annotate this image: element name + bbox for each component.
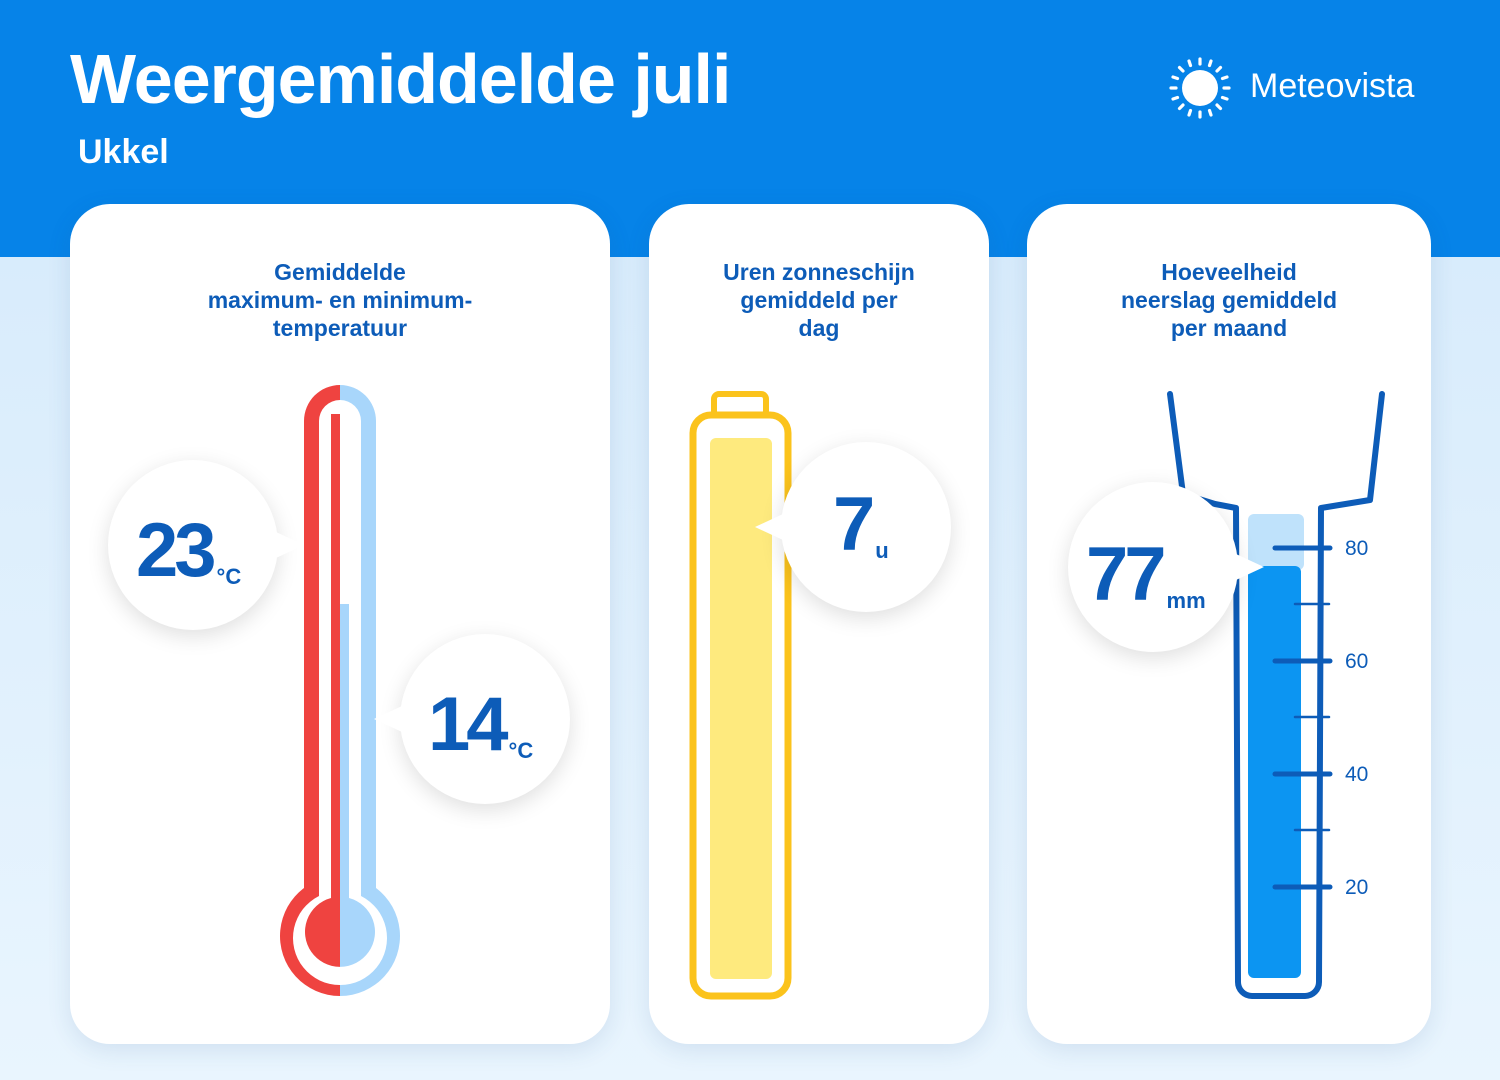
sunshine-card-title: Uren zonneschijn gemiddeld per dag: [723, 259, 915, 341]
precipitation-pointer: [1236, 554, 1264, 580]
brand-logo: Meteovista: [1168, 56, 1438, 120]
sunshine-pointer: [755, 514, 783, 540]
sunshine-unit: u: [875, 538, 889, 564]
temperature-card-title: Gemiddelde maximum- en minimum- temperat…: [207, 259, 473, 341]
sunshine-value: 7: [833, 482, 875, 567]
temperature-card: Gemiddelde maximum- en minimum- temperat…: [70, 204, 610, 1044]
min-temperature-bubble: 14 °C: [374, 634, 570, 804]
rain-gauge-icon: [1167, 391, 1385, 999]
precipitation-card-title: Hoeveelheid neerslag gemiddeld per maand: [1120, 259, 1337, 341]
scale-label-20: 20: [1345, 876, 1369, 899]
max-temperature-unit: °C: [216, 564, 242, 590]
min-temperature-unit: °C: [508, 738, 534, 764]
brand-name: Meteovista: [1250, 67, 1415, 105]
sunshine-level-fill: [710, 438, 772, 979]
max-temperature-value: 23: [136, 508, 217, 593]
max-temperature-bubble: 23 °C: [108, 460, 304, 630]
scale-label-40: 40: [1345, 763, 1369, 786]
scale-label-60: 60: [1345, 650, 1369, 673]
min-temperature-pointer: [374, 706, 402, 732]
sunshine-card: Uren zonneschijn gemiddeld per dag 7 u: [649, 204, 989, 1044]
precipitation-value: 77: [1086, 532, 1167, 617]
sunshine-gauge-icon: [689, 391, 792, 1000]
precipitation-card: Hoeveelheid neerslag gemiddeld per maand…: [1027, 204, 1431, 1044]
min-temperature-value: 14: [428, 682, 509, 767]
max-temperature-pointer: [276, 532, 304, 558]
location-label: Ukkel: [78, 133, 169, 171]
sunshine-bubble: 7 u: [755, 442, 951, 612]
precipitation-unit: mm: [1166, 588, 1206, 614]
page-title: Weergemiddelde juli: [70, 40, 731, 118]
precipitation-bubble: 77 mm: [1068, 482, 1264, 652]
sun-icon: [1169, 57, 1231, 119]
scale-label-80: 80: [1345, 537, 1369, 560]
thermometer-icon: [280, 385, 400, 996]
